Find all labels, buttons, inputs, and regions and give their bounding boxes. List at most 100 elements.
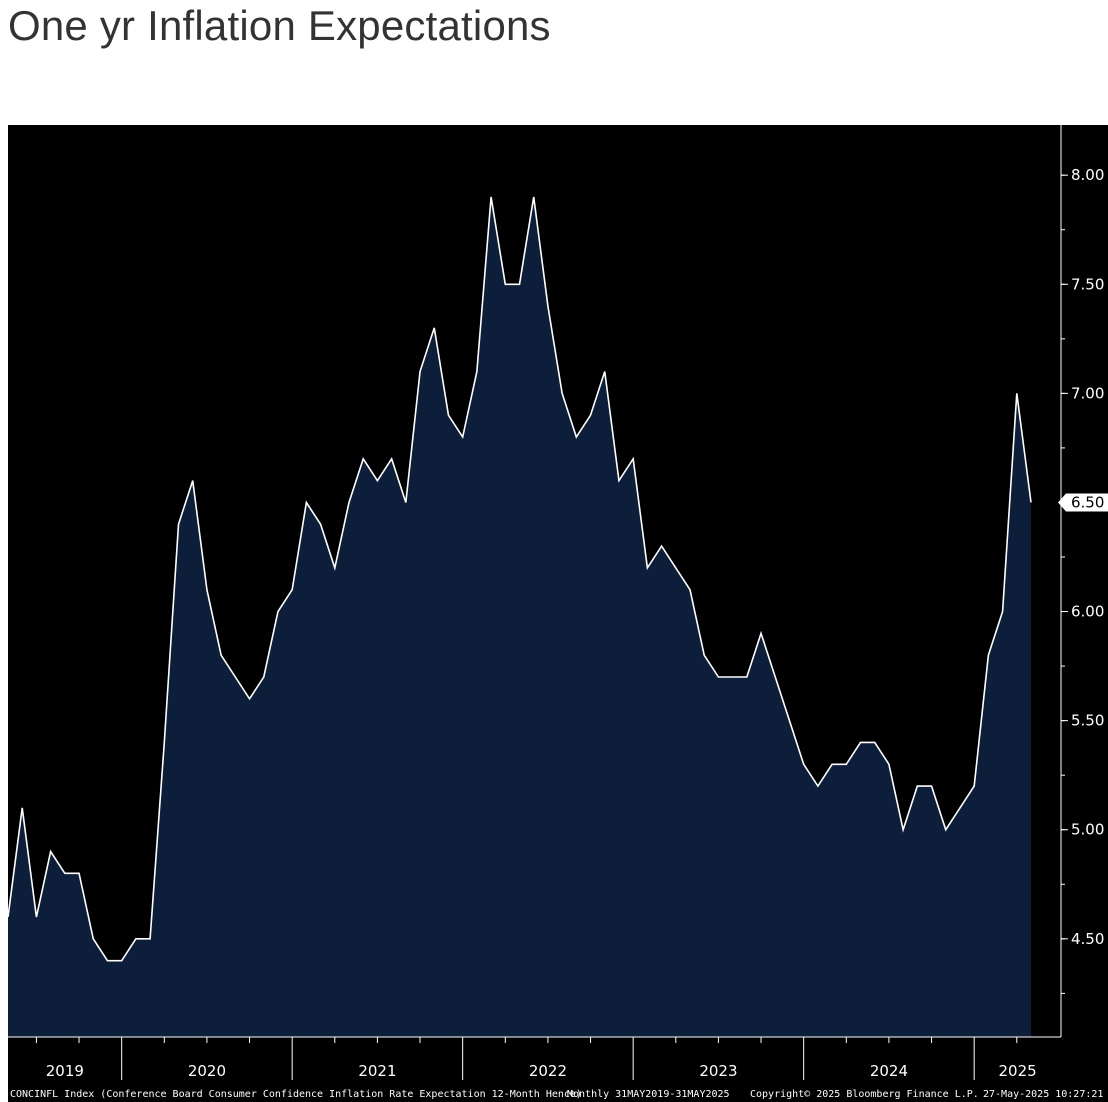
data-point xyxy=(561,392,563,394)
data-point xyxy=(575,436,577,438)
data-point xyxy=(192,479,194,481)
x-year-label: 2021 xyxy=(358,1062,396,1080)
data-point xyxy=(632,458,634,460)
data-point xyxy=(106,959,108,961)
data-point xyxy=(305,501,307,503)
x-year-label: 2023 xyxy=(699,1062,737,1080)
x-year-label: 2024 xyxy=(870,1062,908,1080)
data-point xyxy=(35,916,37,918)
data-point xyxy=(746,676,748,678)
data-point xyxy=(461,436,463,438)
y-tick-label: 6.00 xyxy=(1071,603,1104,621)
data-point xyxy=(334,567,336,569)
data-point xyxy=(660,545,662,547)
data-point xyxy=(817,785,819,787)
page-title: One yr Inflation Expectations xyxy=(8,2,551,49)
last-value-box xyxy=(1058,493,1108,512)
data-point xyxy=(888,763,890,765)
y-tick-label: 5.50 xyxy=(1071,712,1104,730)
y-tick-label: 8.00 xyxy=(1071,166,1104,184)
data-point xyxy=(476,370,478,372)
last-value-marker: 6.50 xyxy=(1058,493,1108,512)
data-point xyxy=(703,654,705,656)
footer-copyright: Copyright© 2025 Bloomberg Finance L.P. xyxy=(750,1089,979,1100)
data-point xyxy=(518,283,520,285)
y-tick-label: 4.50 xyxy=(1071,930,1104,948)
data-point xyxy=(7,916,9,918)
y-tick-label: 7.50 xyxy=(1071,275,1104,293)
data-point xyxy=(774,676,776,678)
y-tick-label: 7.00 xyxy=(1071,384,1104,402)
data-point xyxy=(646,567,648,569)
series-line xyxy=(7,196,1032,962)
y-tick-label: 5.00 xyxy=(1071,821,1104,839)
data-point xyxy=(987,654,989,656)
data-point xyxy=(731,676,733,678)
data-point xyxy=(135,938,137,940)
data-point xyxy=(376,479,378,481)
data-point xyxy=(390,458,392,460)
data-point xyxy=(177,523,179,525)
footer-range: Monthly 31MAY2019-31MAY2025 xyxy=(567,1089,730,1100)
data-point xyxy=(92,938,94,940)
series-area xyxy=(8,197,1031,1037)
data-point xyxy=(504,283,506,285)
data-point xyxy=(120,959,122,961)
data-point xyxy=(831,763,833,765)
x-year-label: 2020 xyxy=(188,1062,226,1080)
x-year-label: 2025 xyxy=(998,1062,1036,1080)
last-value-label: 6.50 xyxy=(1071,493,1104,511)
data-point xyxy=(717,676,719,678)
data-point xyxy=(1030,501,1032,503)
plot-area xyxy=(7,196,1032,1037)
data-point xyxy=(533,196,535,198)
data-point xyxy=(447,414,449,416)
data-point xyxy=(902,829,904,831)
data-point xyxy=(973,785,975,787)
data-point xyxy=(930,785,932,787)
data-point xyxy=(874,741,876,743)
data-point xyxy=(348,501,350,503)
data-point xyxy=(589,414,591,416)
data-point xyxy=(788,719,790,721)
footer-timestamp: 27-May-2025 10:27:21 xyxy=(983,1089,1103,1100)
data-point xyxy=(1001,610,1003,612)
data-point xyxy=(689,589,691,591)
data-point xyxy=(490,196,492,198)
data-point xyxy=(277,610,279,612)
data-point xyxy=(163,741,165,743)
data-point xyxy=(547,305,549,307)
data-point xyxy=(291,589,293,591)
data-point xyxy=(1016,392,1018,394)
data-point xyxy=(64,872,66,874)
data-point xyxy=(149,938,151,940)
x-year-label: 2019 xyxy=(46,1062,84,1080)
data-point xyxy=(405,501,407,503)
footer-ticker: CONCINFL Index (Conference Board Consume… xyxy=(10,1089,582,1100)
data-point xyxy=(859,741,861,743)
data-point xyxy=(248,698,250,700)
data-point xyxy=(234,676,236,678)
data-point xyxy=(206,589,208,591)
data-point xyxy=(959,807,961,809)
data-point xyxy=(362,458,364,460)
data-point xyxy=(263,676,265,678)
x-year-label: 2022 xyxy=(529,1062,567,1080)
data-point xyxy=(78,872,80,874)
data-point xyxy=(916,785,918,787)
data-point xyxy=(220,654,222,656)
data-point xyxy=(604,370,606,372)
data-point xyxy=(49,850,51,852)
data-point xyxy=(802,763,804,765)
data-point xyxy=(760,632,762,634)
data-point xyxy=(845,763,847,765)
data-point xyxy=(21,807,23,809)
data-point xyxy=(618,479,620,481)
data-point xyxy=(419,370,421,372)
data-point xyxy=(433,327,435,329)
y-axis: 8.00 7.50 7.00 6.50 6.00 5.50 5.00 4.50 xyxy=(1061,166,1104,994)
data-point xyxy=(675,567,677,569)
data-point xyxy=(319,523,321,525)
data-point xyxy=(945,829,947,831)
